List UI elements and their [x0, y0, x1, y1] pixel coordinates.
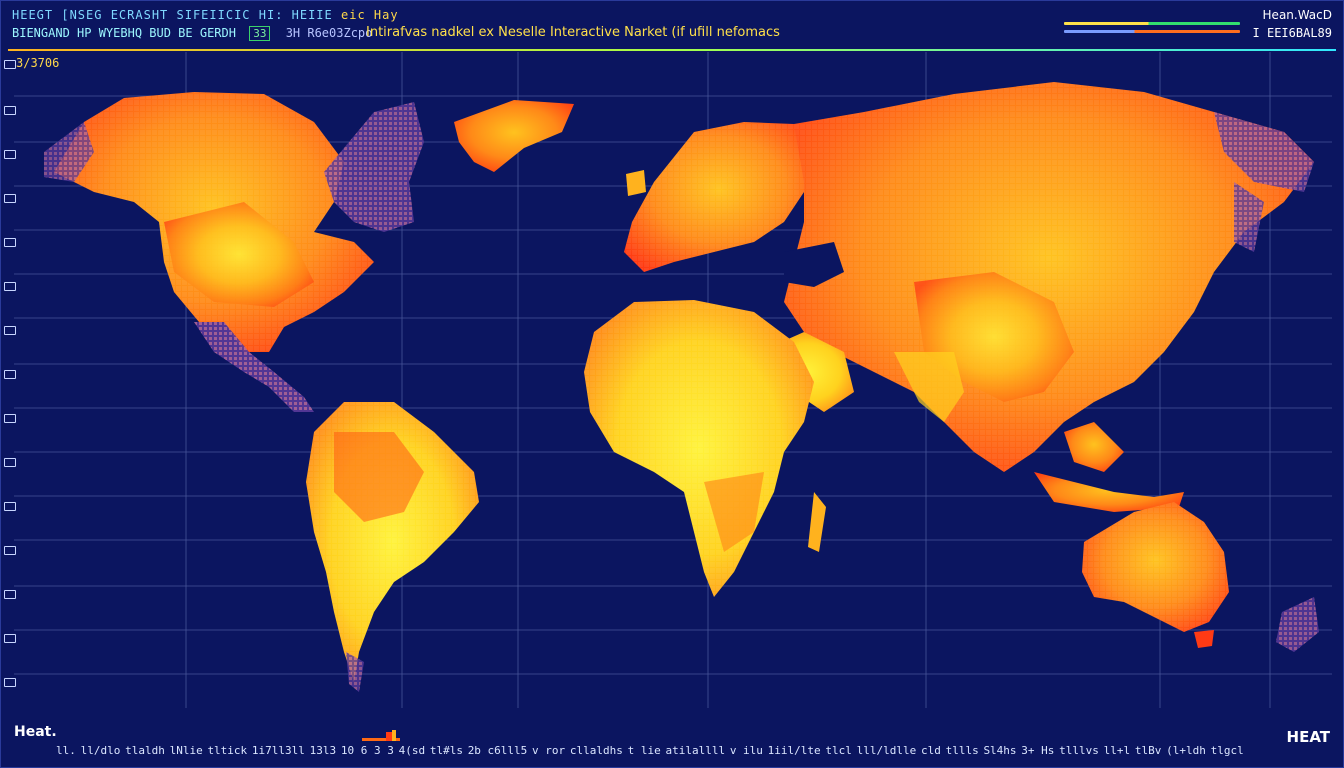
region-maritime-asia[interactable] [1034, 422, 1184, 512]
footer-label: 2b c6lll5 [467, 744, 528, 757]
ticker-sub-box[interactable]: 33 [249, 26, 271, 41]
lat-tick [4, 370, 16, 379]
heat-map[interactable] [14, 52, 1332, 708]
lat-tick [4, 326, 16, 335]
region-asia[interactable] [759, 82, 1314, 472]
footer-label: ll/dlo [80, 744, 121, 757]
lat-tick [4, 414, 16, 423]
footer-label: tlgcl [1210, 744, 1244, 757]
region-europe[interactable] [624, 122, 814, 272]
header-right: Hean.WacD I EEI6BAL89 [1253, 8, 1332, 40]
footer-label: tltick [207, 744, 248, 757]
header-divider [8, 49, 1336, 51]
lat-tick [4, 194, 16, 203]
footer-label: Sl4hs [983, 744, 1017, 757]
region-south-america[interactable] [306, 402, 479, 692]
header-right-title: Hean.WacD [1262, 8, 1332, 22]
footer-logo: HEAT [1286, 728, 1330, 746]
ticker-top-highlight: eic Hay [341, 8, 399, 22]
footer-label: 13l3 [309, 744, 337, 757]
lat-tick [4, 634, 16, 643]
footer-label: v ror [532, 744, 566, 757]
ticker-top-text: HEEGT [NSEG ECRASHT SIFEIICIC HI: HEIIE [12, 8, 333, 22]
footer-label: atilallll [665, 744, 726, 757]
lat-tick [4, 282, 16, 291]
footer-label: tllls [945, 744, 979, 757]
footer-label: ll. [56, 744, 76, 757]
footer-label: v ilu [729, 744, 763, 757]
footer-label: 1iil/lte [767, 744, 821, 757]
lat-tick [4, 678, 16, 687]
page-headline: Intirafvas nadkel ex Neselle Interactive… [366, 25, 780, 40]
lat-tick [4, 60, 16, 69]
lat-tick [4, 502, 16, 511]
footer-label: tlllvs [1059, 744, 1099, 757]
region-greenland[interactable] [454, 100, 574, 172]
footer-label-row: ll. ll/dlo tlaldh lNlie tltick 1i7ll3ll 13l3 10… [56, 744, 1244, 758]
lat-tick [4, 238, 16, 247]
signal-bar-1 [1064, 22, 1240, 25]
footer-label: cld [920, 744, 941, 757]
lat-tick [4, 458, 16, 467]
footer-label: 3+ Hs [1021, 744, 1055, 757]
signal-bars [1064, 22, 1240, 38]
footer-label: tlaldh [125, 744, 165, 757]
latitude-ticks [2, 60, 16, 710]
ticker-sub-addr: 3H R6e03Zcpo [285, 26, 373, 40]
footer-label: 1i7ll3ll [251, 744, 305, 757]
ticker-sub: BIENGAND HP WYEBHQ BUD BE GERDH 33 3H R6… [12, 26, 372, 41]
footer-label: 10 6 3 3 [340, 744, 394, 757]
region-australia[interactable] [1082, 502, 1319, 652]
signal-bar-2 [1064, 30, 1240, 33]
footer-label: tl#ls [429, 744, 463, 757]
footer-label: 4(sd [398, 744, 426, 757]
footer-label: tlBv [1134, 744, 1162, 757]
footer-label: lNlie [169, 744, 203, 757]
lat-tick [4, 546, 16, 555]
region-africa[interactable] [584, 300, 826, 597]
ticker-sub-text: BIENGAND HP WYEBHQ BUD BE GERDH [12, 26, 236, 40]
world-map-svg[interactable] [14, 52, 1332, 708]
ticker-top: HEEGT [NSEG ECRASHT SIFEIICIC HI: HEIIE … [12, 8, 399, 22]
lat-tick [4, 106, 16, 115]
footer-label: lll/ldlle [856, 744, 917, 757]
header-right-code: I EEI6BAL89 [1252, 26, 1332, 40]
footer-label: (l+ldh [1166, 744, 1206, 757]
header-bar: HEEGT [NSEG ECRASHT SIFEIICIC HI: HEIIE … [8, 4, 1336, 50]
footer-label: t lie [627, 744, 661, 757]
footer-label: tlcl [825, 744, 852, 757]
lat-tick [4, 150, 16, 159]
footer-label: ll+l [1103, 744, 1131, 757]
lat-tick [4, 590, 16, 599]
legend-title: Heat. [14, 724, 57, 740]
region-north-america[interactable] [44, 92, 424, 412]
legend-swatch [362, 730, 400, 741]
footer-label: cllaldhs [569, 744, 623, 757]
coord-readout: 3/3706 [16, 56, 60, 70]
